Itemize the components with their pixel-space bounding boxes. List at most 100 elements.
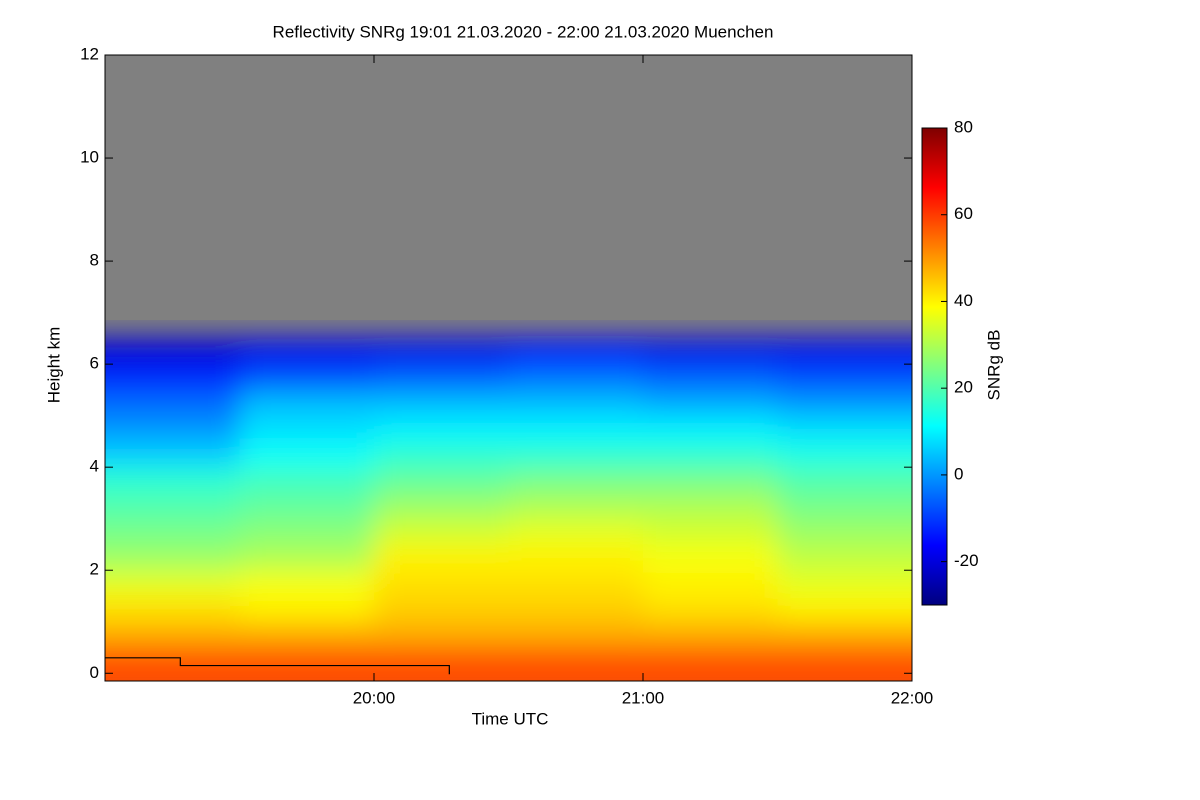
heat-cell bbox=[374, 647, 509, 681]
heat-cell bbox=[105, 544, 240, 571]
heat-cell bbox=[508, 415, 644, 442]
heat-cell bbox=[105, 518, 240, 545]
heat-cell bbox=[239, 647, 375, 681]
cells bbox=[105, 338, 912, 681]
heat-cell bbox=[777, 621, 912, 649]
colorbar-tick-label: 0 bbox=[954, 464, 963, 483]
colorbar-tick-label: 80 bbox=[954, 117, 973, 136]
heat-cell bbox=[239, 441, 375, 468]
y-tick-label: 6 bbox=[90, 354, 99, 373]
heat-cell bbox=[508, 338, 644, 365]
heat-cell bbox=[239, 518, 375, 545]
heat-cell bbox=[374, 338, 509, 365]
heat-cell bbox=[374, 467, 509, 494]
heat-cell bbox=[643, 467, 778, 494]
x-axis-label: Time UTC bbox=[472, 709, 549, 728]
field bbox=[105, 338, 912, 681]
heat-cell bbox=[777, 595, 912, 623]
heat-cell bbox=[777, 338, 912, 365]
heat-cell bbox=[239, 544, 375, 571]
heat-cell bbox=[105, 467, 240, 494]
colorbar-tick-label: 60 bbox=[954, 204, 973, 223]
x-tick-label: 22:00 bbox=[891, 688, 934, 707]
heat-cell bbox=[508, 544, 644, 571]
colorbar-label: SNRg dB bbox=[984, 330, 1003, 401]
heat-cell bbox=[105, 364, 240, 391]
heat-cell bbox=[777, 389, 912, 417]
chart-title: Reflectivity SNRg 19:01 21.03.2020 - 22:… bbox=[273, 22, 774, 41]
y-tick-label: 2 bbox=[90, 560, 99, 579]
heat-cell bbox=[777, 492, 912, 520]
heat-cell bbox=[105, 441, 240, 468]
heat-cell bbox=[643, 621, 778, 649]
heat-cell bbox=[374, 595, 509, 623]
heat-cell bbox=[374, 441, 509, 468]
heat-cell bbox=[374, 544, 509, 571]
heat-cell bbox=[643, 492, 778, 520]
heat-cell bbox=[239, 338, 375, 365]
axes: 0 2 4 6 8 10 12 20:00 21:00 22:00 -20 0 20 40 60 80 bbox=[80, 44, 979, 707]
heat-cell bbox=[105, 570, 240, 597]
heat-cell bbox=[374, 518, 509, 545]
x-tick-label: 21:00 bbox=[622, 688, 665, 707]
heat-cell bbox=[239, 389, 375, 417]
heat-cell bbox=[508, 441, 644, 468]
heat-cell bbox=[239, 570, 375, 597]
heat-cell bbox=[239, 467, 375, 494]
heat-cell bbox=[508, 389, 644, 417]
heat-cell bbox=[777, 518, 912, 545]
y-tick-label: 8 bbox=[90, 251, 99, 270]
heat-cell bbox=[777, 647, 912, 681]
heat-cell bbox=[643, 338, 778, 365]
heat-cell bbox=[643, 415, 778, 442]
y-tick-label: 12 bbox=[80, 44, 99, 63]
heat-cell bbox=[777, 415, 912, 442]
heat-cell bbox=[777, 364, 912, 391]
heat-cell bbox=[643, 389, 778, 417]
heat-cell bbox=[643, 595, 778, 623]
heat-cell bbox=[105, 338, 240, 365]
heat-cell bbox=[643, 441, 778, 468]
plot-frame bbox=[104, 54, 913, 682]
heat-cell bbox=[508, 364, 644, 391]
heat-cell bbox=[777, 570, 912, 597]
colorbar-tick-label: -20 bbox=[954, 551, 979, 570]
heat-cell bbox=[374, 492, 509, 520]
heat-cell bbox=[508, 467, 644, 494]
heat-cell bbox=[374, 415, 509, 442]
heat-cell bbox=[643, 570, 778, 597]
heat-cell bbox=[374, 364, 509, 391]
heat-cell bbox=[239, 492, 375, 520]
heat-cell bbox=[105, 389, 240, 417]
colorbar-tick-label: 40 bbox=[954, 291, 973, 310]
heat-cell bbox=[105, 621, 240, 649]
heat-cell bbox=[105, 492, 240, 520]
colorbar-tick-label: 20 bbox=[954, 378, 973, 397]
heat-cell bbox=[508, 621, 644, 649]
y-tick-label: 10 bbox=[80, 148, 99, 167]
heat-cell bbox=[374, 621, 509, 649]
y-axis-label: Height km bbox=[44, 327, 63, 404]
heat-cell bbox=[508, 570, 644, 597]
heat-cell bbox=[508, 647, 644, 681]
heat-cell bbox=[643, 544, 778, 571]
heat-cell bbox=[643, 647, 778, 681]
heat-cell bbox=[643, 364, 778, 391]
heat-cell bbox=[105, 415, 240, 442]
heat-cell bbox=[508, 492, 644, 520]
heat-cell bbox=[239, 415, 375, 442]
heat-cell bbox=[508, 595, 644, 623]
y-tick-label: 0 bbox=[90, 663, 99, 682]
heat-cell bbox=[374, 389, 509, 417]
heat-cell bbox=[239, 364, 375, 391]
overlay-line bbox=[105, 657, 450, 675]
heat-cell bbox=[239, 595, 375, 623]
heat-cell bbox=[643, 518, 778, 545]
colorbar bbox=[921, 127, 948, 606]
x-tick-label: 20:00 bbox=[353, 688, 396, 707]
heat-cell bbox=[374, 570, 509, 597]
heat-cell bbox=[777, 467, 912, 494]
heat-cell bbox=[105, 595, 240, 623]
heat-cell bbox=[239, 621, 375, 649]
